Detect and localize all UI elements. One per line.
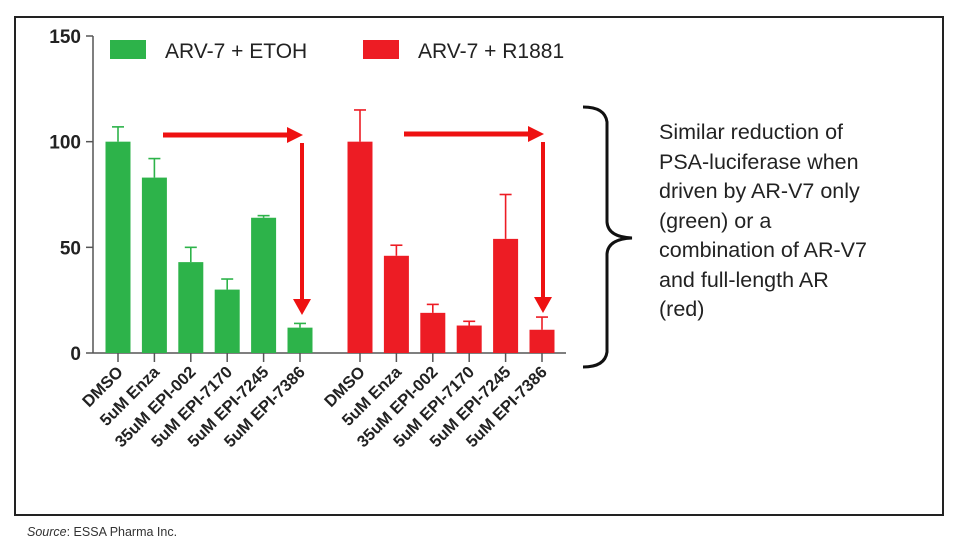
source-label: Source [27, 525, 67, 539]
bars [105, 109, 555, 353]
bar-r1881 [529, 329, 555, 353]
legend: ARV-7 + ETOH ARV-7 + R1881 [110, 40, 564, 63]
bar-r1881 [383, 255, 409, 353]
bar-etoh [178, 262, 204, 353]
bracket-brace [582, 105, 633, 369]
arrow-head-down [534, 297, 552, 313]
axes: 0 50 100 150 [49, 27, 566, 365]
legend-label: ARV-7 + ETOH [165, 40, 307, 63]
arrow-head-right [528, 126, 544, 142]
y-tick-label: 0 [70, 344, 81, 365]
bar-etoh [214, 289, 240, 353]
curly-brace [582, 105, 633, 369]
legend-swatch [110, 40, 146, 59]
y-tick-label: 150 [49, 27, 81, 48]
bar-r1881 [420, 312, 446, 353]
bar-r1881 [493, 238, 519, 353]
bar-etoh [287, 327, 313, 353]
annotation-arrows [163, 126, 552, 315]
legend-swatch [363, 40, 399, 59]
y-tick-label: 50 [60, 238, 81, 259]
bar-etoh [251, 217, 277, 353]
y-tick-label: 100 [49, 133, 81, 154]
legend-label: ARV-7 + R1881 [418, 40, 564, 63]
arrow-head-right [287, 127, 303, 143]
bar-r1881 [456, 325, 482, 353]
bar-etoh [141, 177, 167, 353]
bar-r1881 [347, 141, 373, 353]
source-caption: Source: ESSA Pharma Inc. [27, 525, 177, 539]
arrow-head-down [293, 299, 311, 315]
annotation-note: Similar reduction of PSA-luciferase when… [659, 120, 867, 321]
source-text: : ESSA Pharma Inc. [66, 525, 178, 539]
bar-etoh [105, 141, 131, 353]
figure-frame [14, 16, 944, 516]
